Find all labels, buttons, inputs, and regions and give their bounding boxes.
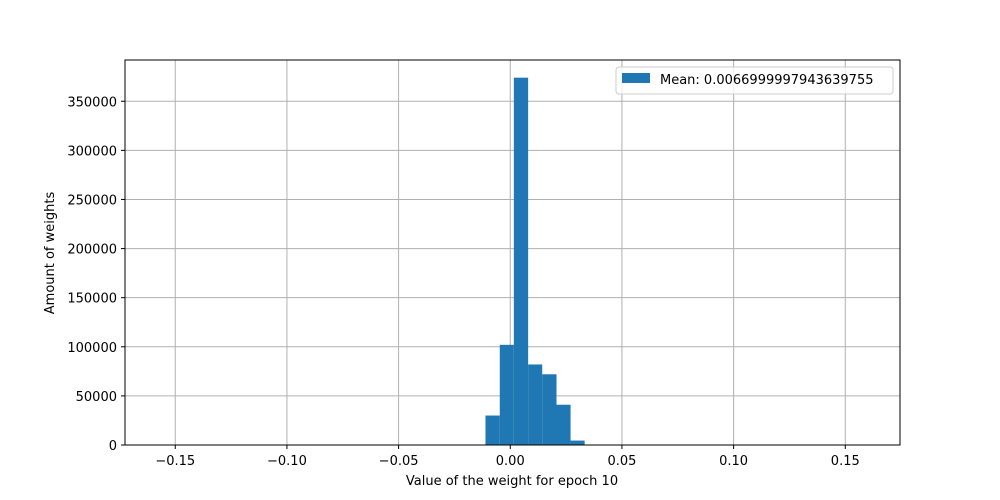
legend: Mean: 0.0066999997943639755	[615, 66, 894, 95]
histogram-bar	[542, 374, 557, 445]
x-axis-ticks: −0.15 −0.10 −0.05 0.00 0.05 0.10 0.15	[155, 445, 860, 469]
y-tick-label: 300000	[67, 144, 117, 159]
legend-swatch	[622, 73, 650, 83]
histogram-bars	[485, 77, 585, 445]
x-tick-label: 0.05	[607, 454, 636, 469]
y-tick-label: 150000	[67, 292, 117, 307]
legend-label: Mean: 0.0066999997943639755	[660, 73, 873, 88]
y-tick-label: 250000	[67, 193, 117, 208]
x-tick-label: 0.00	[496, 454, 525, 469]
x-tick-label: 0.15	[831, 454, 860, 469]
y-tick-label: 0	[109, 439, 117, 454]
x-tick-label: −0.05	[379, 454, 419, 469]
x-axis-label: Value of the weight for epoch 10	[406, 474, 618, 489]
y-tick-label: 200000	[67, 243, 117, 258]
x-tick-label: −0.10	[267, 454, 307, 469]
x-tick-label: 0.10	[719, 454, 748, 469]
legend-box	[615, 66, 894, 95]
y-axis-ticks: 0 50000 100000 150000 200000 250000 300000 3500…	[67, 95, 125, 454]
histogram-bar	[513, 77, 529, 445]
histogram-bar	[528, 364, 543, 445]
histogram-bar	[485, 415, 500, 445]
histogram-bar	[556, 404, 571, 445]
histogram-bar	[499, 344, 514, 445]
x-tick-label: −0.15	[155, 454, 195, 469]
y-tick-label: 100000	[67, 341, 117, 356]
y-tick-label: 350000	[67, 95, 117, 110]
plot-frame	[124, 59, 901, 446]
y-axis-label: Amount of weights	[43, 192, 58, 315]
y-tick-label: 50000	[76, 390, 117, 405]
histogram-bar	[570, 440, 585, 445]
grid-lines	[125, 60, 900, 446]
